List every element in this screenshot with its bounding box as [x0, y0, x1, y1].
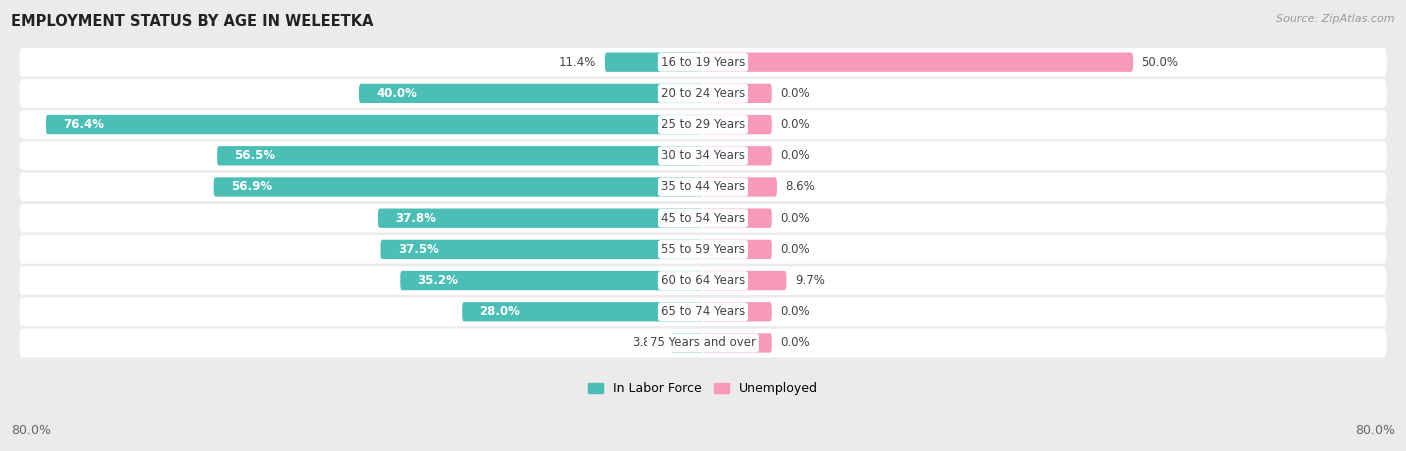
Text: 80.0%: 80.0%: [1355, 424, 1395, 437]
Text: 65 to 74 Years: 65 to 74 Years: [661, 305, 745, 318]
Text: 9.7%: 9.7%: [794, 274, 825, 287]
Text: 35 to 44 Years: 35 to 44 Years: [661, 180, 745, 193]
Text: 0.0%: 0.0%: [780, 149, 810, 162]
Text: 20 to 24 Years: 20 to 24 Years: [661, 87, 745, 100]
FancyBboxPatch shape: [20, 173, 1386, 201]
FancyBboxPatch shape: [378, 208, 703, 228]
FancyBboxPatch shape: [46, 115, 703, 134]
FancyBboxPatch shape: [703, 271, 786, 290]
Text: 35.2%: 35.2%: [418, 274, 458, 287]
Text: 56.9%: 56.9%: [231, 180, 271, 193]
Text: Source: ZipAtlas.com: Source: ZipAtlas.com: [1277, 14, 1395, 23]
Text: 55 to 59 Years: 55 to 59 Years: [661, 243, 745, 256]
Text: 0.0%: 0.0%: [780, 305, 810, 318]
Text: 0.0%: 0.0%: [780, 212, 810, 225]
FancyBboxPatch shape: [703, 84, 772, 103]
FancyBboxPatch shape: [703, 240, 772, 259]
FancyBboxPatch shape: [703, 177, 778, 197]
FancyBboxPatch shape: [703, 115, 772, 134]
FancyBboxPatch shape: [703, 208, 772, 228]
FancyBboxPatch shape: [20, 204, 1386, 233]
FancyBboxPatch shape: [605, 52, 703, 72]
Text: 0.0%: 0.0%: [780, 118, 810, 131]
FancyBboxPatch shape: [703, 52, 1133, 72]
Text: 25 to 29 Years: 25 to 29 Years: [661, 118, 745, 131]
FancyBboxPatch shape: [217, 146, 703, 166]
FancyBboxPatch shape: [20, 297, 1386, 326]
FancyBboxPatch shape: [20, 235, 1386, 264]
FancyBboxPatch shape: [401, 271, 703, 290]
Text: 37.5%: 37.5%: [398, 243, 439, 256]
Text: 76.4%: 76.4%: [63, 118, 104, 131]
Text: 3.8%: 3.8%: [633, 336, 662, 350]
Text: 30 to 34 Years: 30 to 34 Years: [661, 149, 745, 162]
FancyBboxPatch shape: [20, 329, 1386, 357]
FancyBboxPatch shape: [359, 84, 703, 103]
FancyBboxPatch shape: [214, 177, 703, 197]
Text: 0.0%: 0.0%: [780, 243, 810, 256]
Text: 28.0%: 28.0%: [479, 305, 520, 318]
Text: 0.0%: 0.0%: [780, 87, 810, 100]
Text: 80.0%: 80.0%: [11, 424, 51, 437]
Text: EMPLOYMENT STATUS BY AGE IN WELEETKA: EMPLOYMENT STATUS BY AGE IN WELEETKA: [11, 14, 374, 28]
Text: 75 Years and over: 75 Years and over: [650, 336, 756, 350]
FancyBboxPatch shape: [463, 302, 703, 322]
Text: 50.0%: 50.0%: [1142, 55, 1178, 69]
Text: 37.8%: 37.8%: [395, 212, 436, 225]
FancyBboxPatch shape: [703, 333, 772, 353]
Text: 11.4%: 11.4%: [560, 55, 596, 69]
FancyBboxPatch shape: [381, 240, 703, 259]
FancyBboxPatch shape: [20, 110, 1386, 139]
Text: 16 to 19 Years: 16 to 19 Years: [661, 55, 745, 69]
Text: 0.0%: 0.0%: [780, 336, 810, 350]
FancyBboxPatch shape: [671, 333, 703, 353]
FancyBboxPatch shape: [20, 142, 1386, 170]
Text: 56.5%: 56.5%: [235, 149, 276, 162]
Text: 60 to 64 Years: 60 to 64 Years: [661, 274, 745, 287]
FancyBboxPatch shape: [703, 302, 772, 322]
FancyBboxPatch shape: [20, 79, 1386, 108]
FancyBboxPatch shape: [20, 48, 1386, 77]
Text: 40.0%: 40.0%: [377, 87, 418, 100]
Text: 45 to 54 Years: 45 to 54 Years: [661, 212, 745, 225]
Legend: In Labor Force, Unemployed: In Labor Force, Unemployed: [583, 379, 823, 399]
FancyBboxPatch shape: [703, 146, 772, 166]
FancyBboxPatch shape: [20, 266, 1386, 295]
Text: 8.6%: 8.6%: [786, 180, 815, 193]
